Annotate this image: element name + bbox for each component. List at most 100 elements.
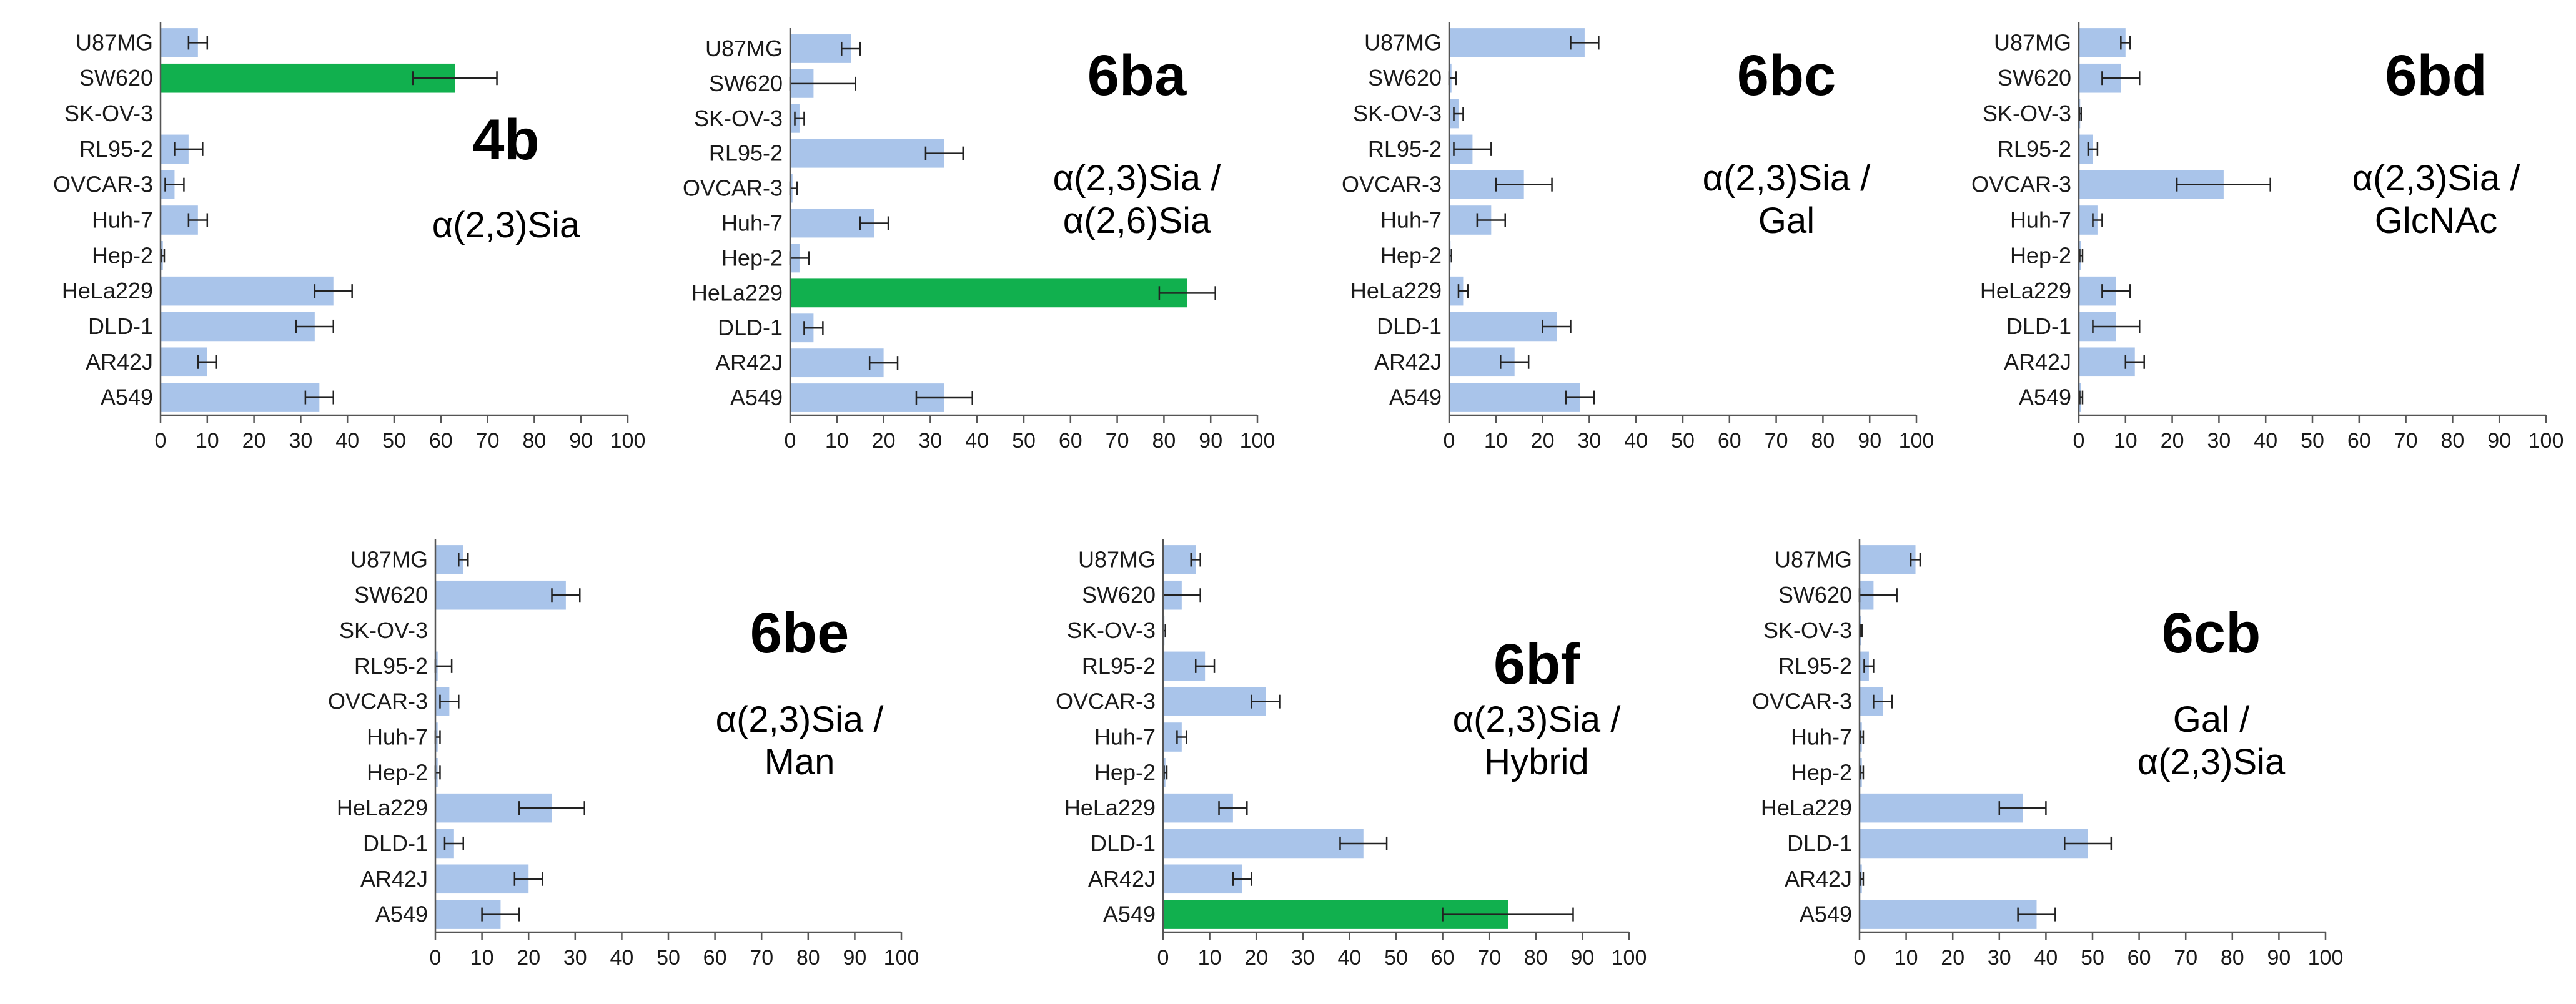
bar-sw620 [161,63,455,93]
tick-label: 30 [1577,429,1601,453]
tick-label: 10 [1484,429,1508,453]
tick-label: 100 [1899,429,1934,453]
category-label: U87MG [705,36,783,61]
category-label: DLD-1 [88,313,153,339]
chart-panel-6bd: U87MG SW620 SK-OV-3 RL95-2 OVCAR-3 Huh-7 Hep-2… [1971,22,2564,453]
error-bar-ovcar-3 [1873,694,1893,709]
category-label: SK-OV-3 [64,101,153,126]
x-axis [789,28,1259,423]
tick-label: 30 [1988,946,2011,970]
error-bar-hela229 [2101,284,2131,298]
error-bar-huh-7 [859,216,889,230]
error-bar-u87mg [187,36,209,50]
category-label: AR42J [715,350,783,375]
tick-label: 30 [918,429,942,453]
error-bar-huh-7 [1860,730,1865,744]
panel-title: 6bc [1737,44,1836,107]
bar-ar42j [435,864,529,894]
category-label: SW620 [79,65,153,91]
error-bar-sw620 [412,71,498,86]
chart-panel-4b: U87MG SW620 SK-OV-3 RL95-2 OVCAR-3 Huh-7 Hep-2… [53,22,645,453]
tick-label: 60 [1059,429,1082,453]
tick-label: 10 [196,429,219,453]
error-bar-a549 [2079,390,2084,405]
tick-label: 20 [517,946,540,970]
tick-label: 80 [796,946,820,970]
category-label: DLD-1 [1787,830,1852,856]
tick-label: 70 [1765,429,1788,453]
tick-label: 90 [1858,429,1881,453]
category-label: OVCAR-3 [1971,172,2071,197]
bar-hela229 [1449,276,1464,306]
tick-label: 40 [1337,946,1361,970]
tick-label: 10 [2114,429,2138,453]
tick-label: 60 [1718,429,1741,453]
error-bar-u87mg [841,41,861,56]
tick-label: 80 [1524,946,1548,970]
panel-subtitle: GlcNAc [2375,200,2498,241]
error-bar-rl95-2 [924,146,964,160]
error-bar-rl95-2 [434,659,453,673]
error-bar-huh-7 [187,213,209,227]
error-bar-rl95-2 [1453,142,1492,156]
tick-label: 0 [155,429,167,453]
tick-label: 50 [656,946,680,970]
error-bar-ar42j [1860,872,1865,886]
category-label: HeLa229 [691,280,783,305]
tick-label: 70 [1106,429,1129,453]
error-bar-hela229 [1158,286,1216,300]
bar-u87mg [1860,545,1916,574]
bar-rl95-2 [2079,134,2093,164]
chart-panel-6bc: U87MG SW620 SK-OV-3 RL95-2 OVCAR-3 Huh-7 Hep-2… [1342,22,1934,453]
tick-label: 10 [1198,946,1222,970]
tick-label: 0 [1157,946,1169,970]
panel-subtitle: α(2,3)Sia / [716,699,884,740]
tick-label: 0 [2073,429,2085,453]
chart-panel-6be: U87MG SW620 SK-OV-3 RL95-2 OVCAR-3 Huh-7 Hep-2… [328,539,919,970]
tick-label: 100 [2529,429,2564,453]
category-label: AR42J [1088,866,1156,892]
category-label: A549 [375,902,428,927]
tick-label: 10 [1895,946,1918,970]
bar-a549 [1449,383,1580,412]
tick-label: 50 [1384,946,1408,970]
bar-ovcar-3 [1163,687,1266,716]
category-label: DLD-1 [1377,313,1442,339]
tick-label: 90 [843,946,866,970]
panel-title: 6be [750,601,850,665]
tick-label: 50 [1012,429,1036,453]
category-label: AR42J [1374,349,1442,375]
category-label: U87MG [1364,29,1442,55]
category-label: OVCAR-3 [328,689,428,714]
tick-label: 40 [2254,429,2277,453]
error-bar-u87mg [1190,553,1201,567]
tick-label: 100 [884,946,919,970]
panel-subtitle: Gal / [2173,699,2250,740]
category-label: HeLa229 [337,795,428,820]
category-label: SW620 [709,71,783,96]
tick-label: 30 [289,429,312,453]
category-label: SW620 [1778,582,1852,608]
error-bar-a549 [1442,907,1574,922]
bar-dld-1 [1163,829,1364,859]
category-label: Huh-7 [2010,207,2071,233]
error-bar-dld-1 [2063,836,2113,850]
error-bar-ovcar-3 [1495,177,1553,192]
error-bar-u87mg [2120,36,2131,50]
error-bar-u87mg [1570,36,1600,50]
tick-label: 10 [825,429,849,453]
category-label: U87MG [1078,546,1156,572]
bar-hela229 [790,278,1187,308]
error-bar-rl95-2 [1863,659,1875,673]
error-bar-sw620 [2101,71,2141,86]
tick-label: 0 [430,946,442,970]
tick-label: 30 [2207,429,2231,453]
tick-label: 50 [2301,429,2324,453]
x-axis [1162,539,1630,940]
tick-label: 90 [2487,429,2511,453]
tick-label: 80 [1152,429,1176,453]
error-bar-sk-ov-3 [1453,107,1464,121]
error-bar-ar42j [868,356,899,370]
category-label: OVCAR-3 [683,175,783,201]
tick-label: 80 [1811,429,1835,453]
